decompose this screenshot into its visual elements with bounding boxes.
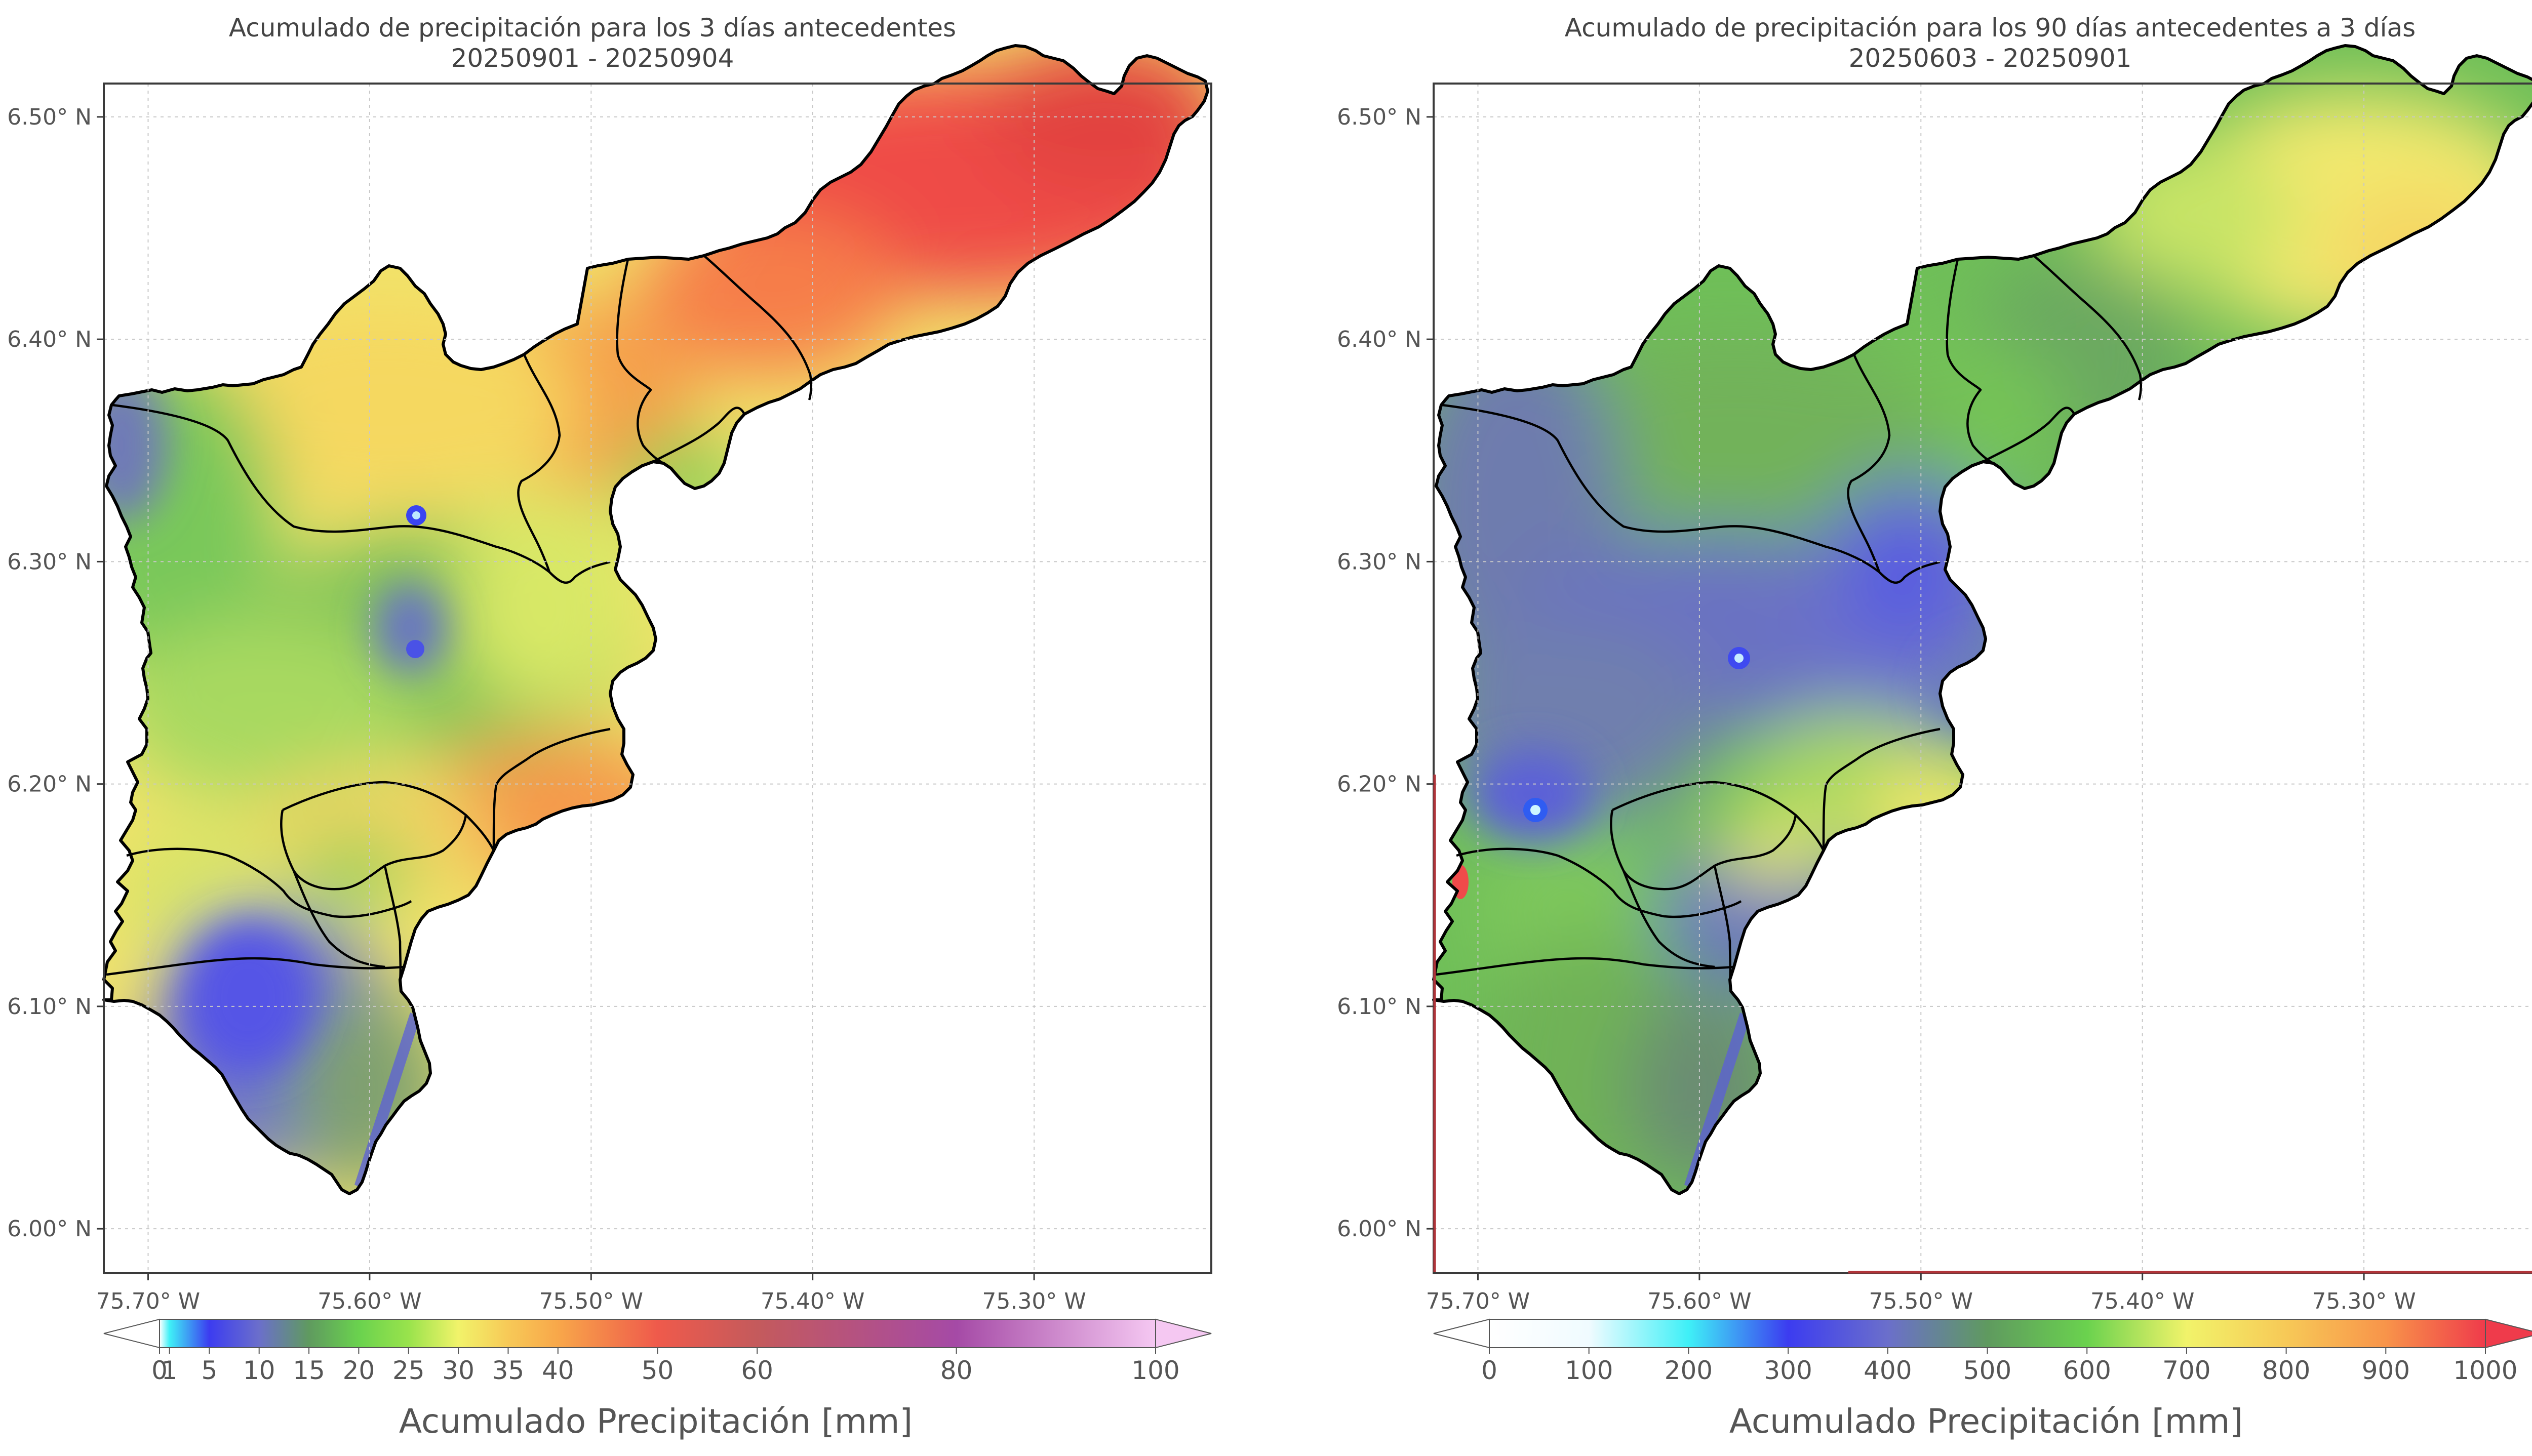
right-colorbar-tick-label: 700 [2162,1356,2210,1385]
right-colorbar-tick-label: 400 [1864,1356,1912,1385]
right-map-title: Acumulado de precipitación para los 90 d… [1565,13,2416,43]
right-map-axis-ticks: 75.70° W 75.60° W 75.50° W 75.40° W 75.30° W… [1337,104,2416,1314]
left-lon-label: 75.50° W [539,1288,643,1314]
right-colorbar-tick-label: 500 [1963,1356,2011,1385]
right-colorbar-tick-label: 0 [1481,1356,1497,1385]
left-lat-label: 6.20° N [7,772,92,797]
right-colorbar-tick-label: 900 [2362,1356,2410,1385]
left-colorbar-tick-label: 40 [542,1356,574,1385]
left-lat-label: 6.00° N [7,1216,92,1242]
right-lat-label: 6.50° N [1337,104,1421,130]
right-colorbar-label: Acumulado Precipitación [mm] [1729,1402,2243,1441]
left-colorbar-label: Acumulado Precipitación [mm] [399,1402,913,1441]
left-map-frame [103,83,1212,1274]
right-colorbar-ramp [1489,1319,2486,1348]
left-lat-label: 6.50° N [7,104,92,130]
right-map-panel: Acumulado de precipitación para los 90 d… [1337,13,2532,1441]
left-colorbar-tick-label: 25 [392,1356,425,1385]
right-colorbar-tick-label: 100 [1565,1356,1613,1385]
right-colorbar-tick-label: 200 [1665,1356,1713,1385]
left-colorbar-tick-label: 60 [741,1356,773,1385]
left-lon-label: 75.30° W [982,1288,1086,1314]
left-lon-label: 75.40° W [761,1288,864,1314]
right-lat-label: 6.30° N [1337,549,1421,575]
left-colorbar-tick-label: 10 [243,1356,275,1385]
left-colorbar-tick-label: 15 [293,1356,325,1385]
left-lat-label: 6.40° N [7,327,92,352]
right-lon-label: 75.50° W [1869,1288,1973,1314]
left-colorbar-tick-label: 100 [1131,1356,1179,1385]
left-colorbar: 01 5 10 15 20 25 30 35 40 50 60 80 100 [103,1318,1212,1385]
right-lon-label: 75.60° W [1647,1288,1751,1314]
right-map-rainfall-field [1434,46,2532,1194]
left-lon-label: 75.70° W [96,1288,200,1314]
left-colorbar-tick-label: 30 [442,1356,474,1385]
left-colorbar-tick-label: 5 [201,1356,217,1385]
right-map-gridlines [1434,84,2532,1273]
left-map-rainfall-field [104,46,1208,1194]
left-colorbar-tick-label: 50 [642,1356,674,1385]
left-colorbar-ramp [159,1319,1156,1348]
left-map-title: Acumulado de precipitación para los 3 dí… [229,13,956,43]
left-map-axis-ticks: 75.70° W 75.60° W 75.50° W 75.40° W 75.30° W… [7,104,1086,1314]
left-colorbar-tick-label: 35 [492,1356,525,1385]
left-colorbar-tick-label: 80 [940,1356,973,1385]
right-lat-label: 6.40° N [1337,327,1421,352]
right-colorbar-tick-label: 800 [2262,1356,2310,1385]
right-colorbar-min-extend [1433,1318,1490,1349]
left-lat-label: 6.30° N [7,549,92,575]
left-colorbar-min-extend [103,1318,160,1349]
right-colorbar-max-extend [2485,1318,2532,1349]
left-colorbar-tick-label: 1 [162,1356,178,1385]
right-lat-label: 6.10° N [1337,994,1421,1020]
right-lat-label: 6.20° N [1337,772,1421,797]
right-colorbar: 0 100 200 300 400 500 600 700 800 900 1000 [1433,1318,2532,1385]
left-colorbar-tick-label: 0 [151,1356,168,1385]
right-map-date-range: 20250603 - 20250901 [1849,44,2132,73]
left-map-date-range: 20250901 - 20250904 [451,44,734,73]
left-map-panel: Acumulado de precipitación para los 3 dí… [7,13,1212,1441]
left-colorbar-max-extend [1155,1318,1212,1349]
left-lon-label: 75.60° W [318,1288,421,1314]
right-colorbar-tick-label: 1000 [2453,1356,2517,1385]
left-lat-label: 6.10° N [7,994,92,1020]
right-lon-label: 75.30° W [2312,1288,2416,1314]
right-lon-label: 75.70° W [1426,1288,1530,1314]
left-colorbar-tick-label: 20 [343,1356,375,1385]
right-lat-label: 6.00° N [1337,1216,1421,1242]
right-colorbar-tick-label: 300 [1764,1356,1812,1385]
left-map-gridlines [104,84,1211,1273]
right-lon-label: 75.40° W [2090,1288,2194,1314]
right-colorbar-tick-label: 600 [2063,1356,2111,1385]
